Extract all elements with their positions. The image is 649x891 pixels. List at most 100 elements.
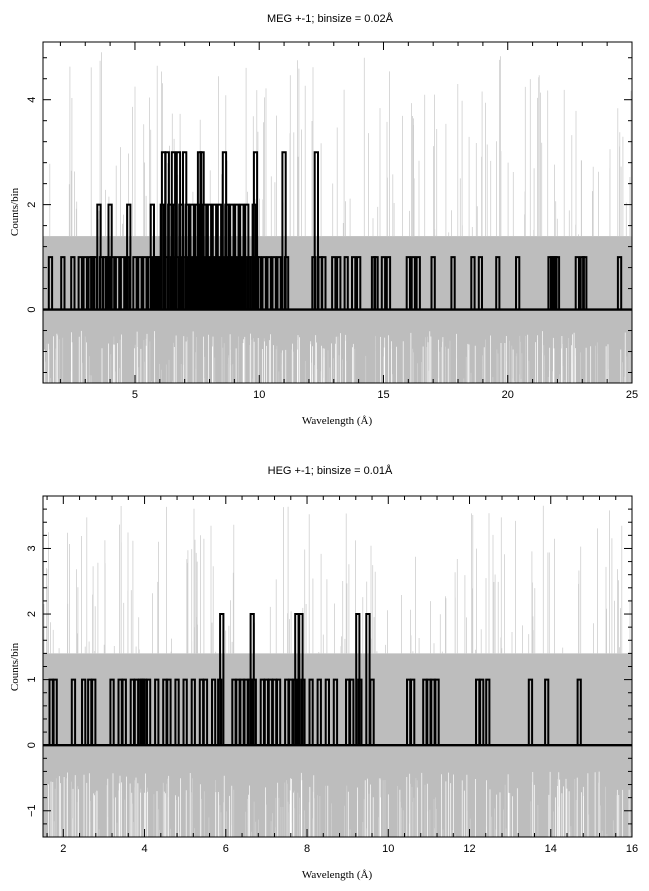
heg-count-spike-8 [121,678,127,746]
meg-y-tick-label: 0 [26,306,38,312]
meg-count-spike-105 [582,256,588,310]
meg-count-spike-85 [356,256,362,310]
meg-count-spike-84 [351,256,357,310]
meg-y-axis-label: Counts/bin [9,187,21,236]
heg-count-spike-5 [91,678,97,746]
heg-count-spike-37 [276,678,282,746]
heg-chart-title: HEG +-1; binsize = 0.01Å [268,464,393,477]
meg-count-spike-14 [114,256,121,310]
meg-count-spike-92 [415,256,421,310]
heg-count-spike-47 [332,678,339,746]
meg-count-spike-32 [170,151,177,310]
heg-count-spike-51 [357,678,363,746]
heg-x-tick-label: 10 [382,843,394,855]
heg-count-spike-6 [109,678,115,746]
heg-x-tick-label: 12 [463,843,475,855]
meg-count-spike-95 [470,256,476,310]
meg-count-spike-93 [430,256,436,310]
meg-count-spike-13 [110,256,116,310]
heg-x-tick-label: 16 [626,843,638,855]
meg-counts-series [43,151,632,311]
heg-x-tick-label: 14 [545,843,557,855]
meg-count-spike-71 [261,256,267,310]
meg-count-spike-80 [321,256,327,310]
meg-axes: 5 10 15 20 25 0 2 4 [26,41,638,401]
heg-count-spike-65 [576,678,582,746]
meg-panel: MEG +-1; binsize = 0.02Å 5 10 15 20 25 0 2 4 Wa… [9,12,638,427]
meg-band-gap-lines [44,330,626,383]
meg-x-tick-label: 5 [132,389,138,401]
meg-count-spike-76 [283,256,290,310]
meg-count-spike-17 [126,203,132,310]
meg-count-spike-20 [142,256,148,310]
meg-x-axis-label: Wavelength (Å) [302,415,373,427]
meg-count-spike-75 [281,151,287,310]
heg-x-axis-label: Wavelength (Å) [302,869,373,881]
heg-y-tick-label: 3 [26,545,38,551]
heg-count-spike-63 [527,678,534,746]
meg-y-tick-label: 4 [26,97,38,103]
meg-count-spike-98 [515,256,521,310]
meg-count-spike-72 [266,256,272,310]
meg-count-spike-89 [385,256,392,310]
meg-count-spike-94 [450,256,456,310]
meg-count-spike-2 [70,256,76,310]
heg-count-spike-25 [219,613,225,746]
meg-count-spike-103 [574,256,580,310]
meg-count-spike-88 [380,256,387,310]
heg-y-tick-label: 1 [26,677,38,683]
heg-count-spike-3 [81,678,87,746]
meg-count-spike-90 [405,256,411,310]
meg-x-tick-label: 10 [253,389,265,401]
heg-count-spike-18 [174,678,180,746]
heg-count-spike-17 [166,678,172,746]
meg-count-spike-106 [616,256,623,310]
meg-count-spike-15 [119,256,126,310]
heg-count-spike-59 [434,678,440,746]
meg-count-spike-0 [47,256,54,310]
heg-panel: HEG +-1; binsize = 0.01Å 2 4 6 8 10 12 14 16−10… [9,464,638,881]
heg-background-spikes [43,505,631,837]
heg-count-spike-55 [410,678,416,746]
meg-count-spike-97 [495,256,501,310]
heg-count-spike-46 [324,678,330,746]
meg-x-tick-label: 20 [502,389,514,401]
heg-x-tick-label: 2 [60,843,66,855]
meg-count-spike-4 [82,256,88,310]
heg-y-axis-label: Counts/bin [9,642,21,691]
heg-y-tick-label: 0 [26,742,38,748]
heg-count-spike-2 [70,678,77,746]
heg-count-spike-61 [479,678,485,746]
meg-y-tick-label: 2 [26,202,38,208]
heg-count-spike-49 [349,678,355,746]
meg-count-spike-1 [60,256,66,310]
heg-y-tick-label: −1 [26,804,38,817]
meg-background-spikes [44,52,632,383]
meg-x-tick-label: 15 [377,389,389,401]
heg-counts-series [43,613,632,747]
heg-count-spike-14 [146,678,152,746]
heg-count-spike-19 [182,678,188,746]
meg-count-spike-87 [373,256,379,310]
heg-count-spike-43 [300,678,306,746]
meg-plot-frame [42,41,633,384]
meg-count-spike-83 [343,256,349,310]
meg-chart-title: MEG +-1; binsize = 0.02Å [267,12,394,25]
meg-count-spike-96 [477,256,483,310]
meg-count-spike-74 [276,256,282,310]
heg-x-tick-label: 6 [223,843,229,855]
heg-count-spike-62 [485,678,491,746]
meg-x-tick-label: 25 [626,389,638,401]
heg-count-spike-44 [308,678,314,746]
heg-count-spike-64 [544,678,550,746]
meg-count-spike-19 [137,256,143,310]
meg-count-spike-81 [331,256,337,310]
meg-count-spike-3 [77,256,83,310]
heg-count-spike-45 [316,678,322,746]
meg-count-spike-78 [313,151,319,310]
heg-count-spike-20 [190,678,196,746]
heg-x-tick-label: 4 [141,843,147,855]
meg-count-spike-70 [256,256,262,310]
